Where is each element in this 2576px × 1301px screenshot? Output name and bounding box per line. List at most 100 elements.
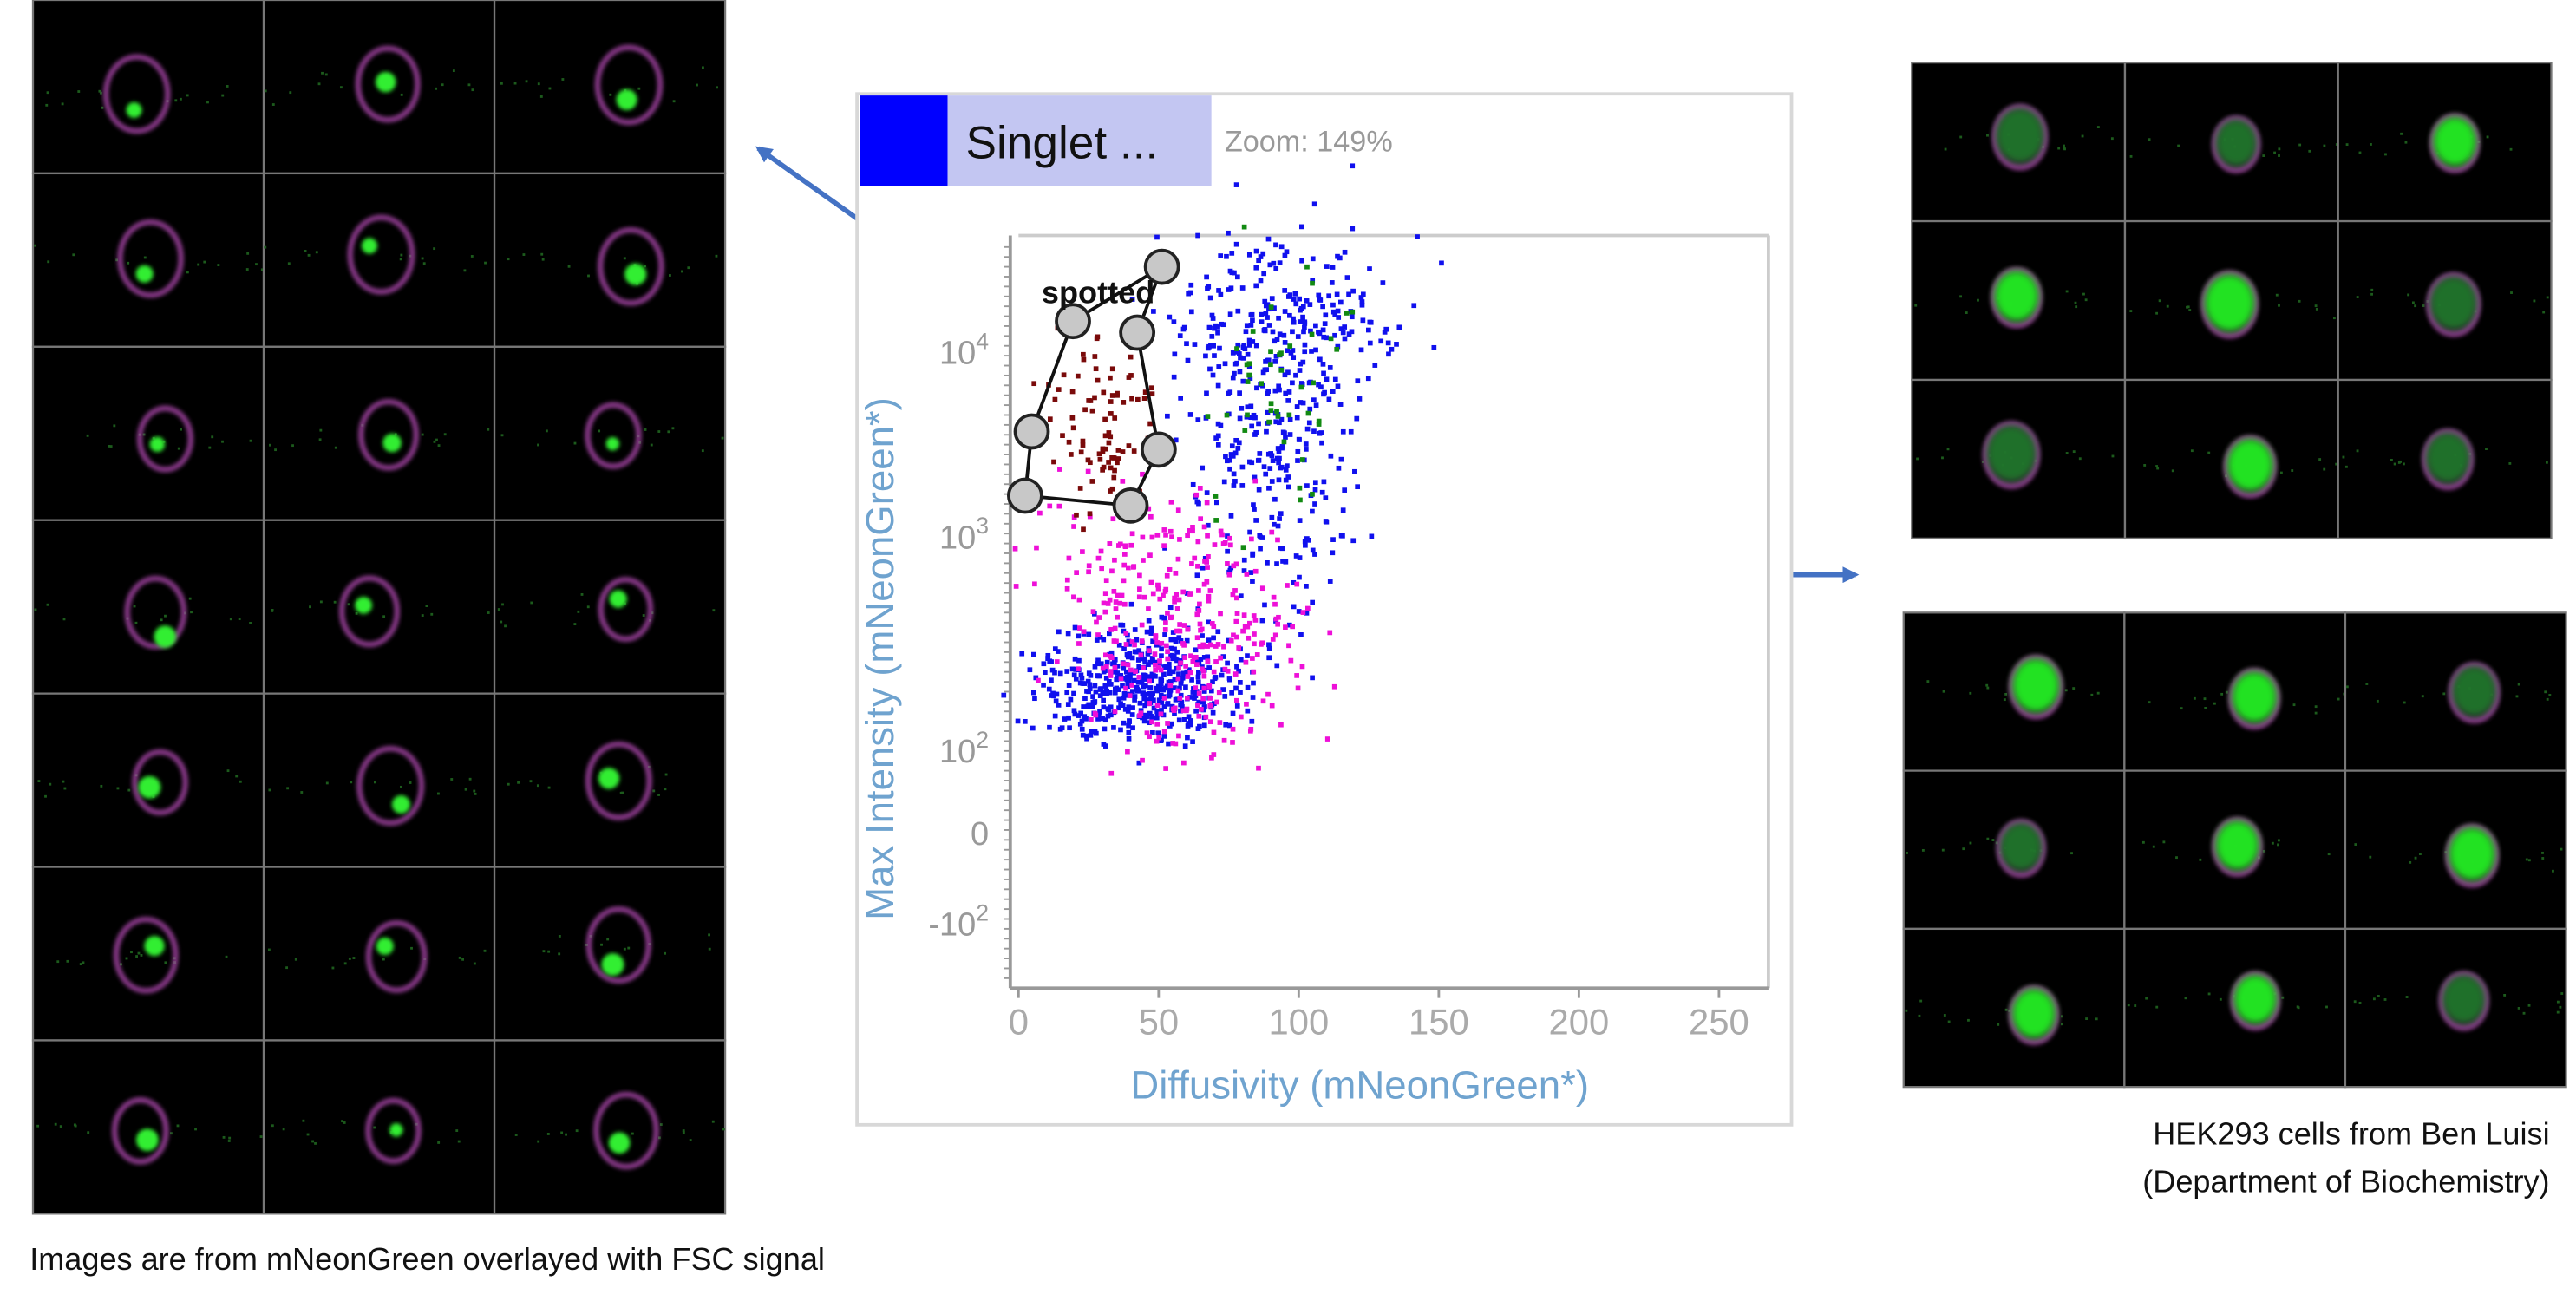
- point: [1226, 230, 1231, 236]
- point: [1092, 354, 1098, 359]
- point: [1107, 597, 1113, 603]
- point: [1312, 487, 1318, 493]
- green-spot: [144, 936, 165, 957]
- point: [1302, 324, 1307, 330]
- noise: [2412, 301, 2415, 304]
- point: [1252, 631, 1257, 637]
- point: [1349, 329, 1355, 335]
- noise: [203, 260, 206, 264]
- point: [1350, 226, 1356, 232]
- point: [1100, 467, 1105, 473]
- point: [1291, 355, 1297, 360]
- point: [1175, 507, 1181, 513]
- point: [1170, 630, 1176, 635]
- point: [1286, 389, 1292, 395]
- point: [1094, 637, 1100, 643]
- point: [1232, 671, 1239, 677]
- noise: [537, 443, 539, 447]
- point: [1067, 725, 1072, 731]
- noise: [54, 1122, 57, 1126]
- point: [1185, 723, 1191, 729]
- point: [1076, 657, 1082, 664]
- green-spot: [389, 1123, 403, 1137]
- point: [1206, 684, 1212, 690]
- point: [1137, 586, 1142, 592]
- point: [1109, 366, 1115, 372]
- point: [1142, 672, 1148, 678]
- point: [1258, 546, 1263, 552]
- noise: [525, 80, 528, 83]
- noise: [2175, 856, 2178, 860]
- point: [1190, 690, 1196, 695]
- point: [1259, 381, 1265, 387]
- point: [1159, 708, 1164, 713]
- noise: [1965, 311, 1968, 314]
- point: [1112, 659, 1117, 665]
- point: [1349, 314, 1355, 320]
- point: [1239, 405, 1245, 411]
- point: [1228, 565, 1234, 571]
- point: [1098, 686, 1103, 691]
- point: [1195, 679, 1201, 685]
- noise: [2277, 839, 2280, 842]
- point: [1211, 635, 1216, 641]
- point: [1252, 641, 1257, 647]
- point: [1218, 253, 1224, 258]
- point: [1051, 459, 1056, 465]
- point: [1321, 370, 1326, 376]
- point: [1047, 503, 1053, 509]
- point: [1184, 591, 1190, 596]
- green-blob: [1996, 108, 2044, 163]
- point: [1250, 579, 1255, 584]
- point: [1265, 302, 1271, 308]
- point: [1108, 399, 1114, 404]
- point: [1278, 350, 1284, 356]
- point: [1268, 401, 1274, 407]
- point: [1178, 708, 1183, 714]
- noise: [34, 608, 37, 611]
- cell-ring: [357, 398, 420, 471]
- point: [1146, 648, 1152, 654]
- point: [1167, 666, 1172, 672]
- noise: [2188, 309, 2192, 312]
- noise: [548, 87, 552, 90]
- point: [1053, 698, 1059, 704]
- point: [1265, 236, 1272, 242]
- noise: [2332, 317, 2336, 320]
- point: [1342, 324, 1348, 330]
- point: [1154, 234, 1160, 240]
- noise: [513, 82, 517, 85]
- point: [1184, 341, 1189, 347]
- point: [1052, 713, 1058, 719]
- point: [1227, 677, 1232, 683]
- point: [1155, 730, 1161, 736]
- point: [1350, 538, 1357, 544]
- green-spot: [138, 775, 161, 799]
- point: [1258, 254, 1264, 259]
- noise: [2370, 143, 2372, 146]
- point: [1196, 713, 1202, 719]
- noise: [712, 609, 716, 612]
- point: [1254, 652, 1260, 657]
- point: [1319, 489, 1325, 495]
- point: [1338, 456, 1344, 462]
- point: [1290, 329, 1295, 335]
- point: [1327, 365, 1333, 370]
- point: [1270, 637, 1276, 642]
- point: [1153, 673, 1158, 679]
- point: [1085, 678, 1091, 684]
- point: [1056, 387, 1062, 392]
- point: [1223, 454, 1228, 460]
- point: [1340, 428, 1346, 435]
- point: [1225, 660, 1230, 666]
- point: [1180, 760, 1187, 766]
- point: [1087, 686, 1093, 692]
- point: [1065, 702, 1071, 707]
- noise: [664, 951, 667, 955]
- point: [1192, 555, 1198, 561]
- noise: [77, 90, 81, 93]
- noise: [1906, 852, 1908, 854]
- noise: [2527, 859, 2531, 862]
- green-spot: [135, 1128, 159, 1152]
- point: [1056, 629, 1062, 635]
